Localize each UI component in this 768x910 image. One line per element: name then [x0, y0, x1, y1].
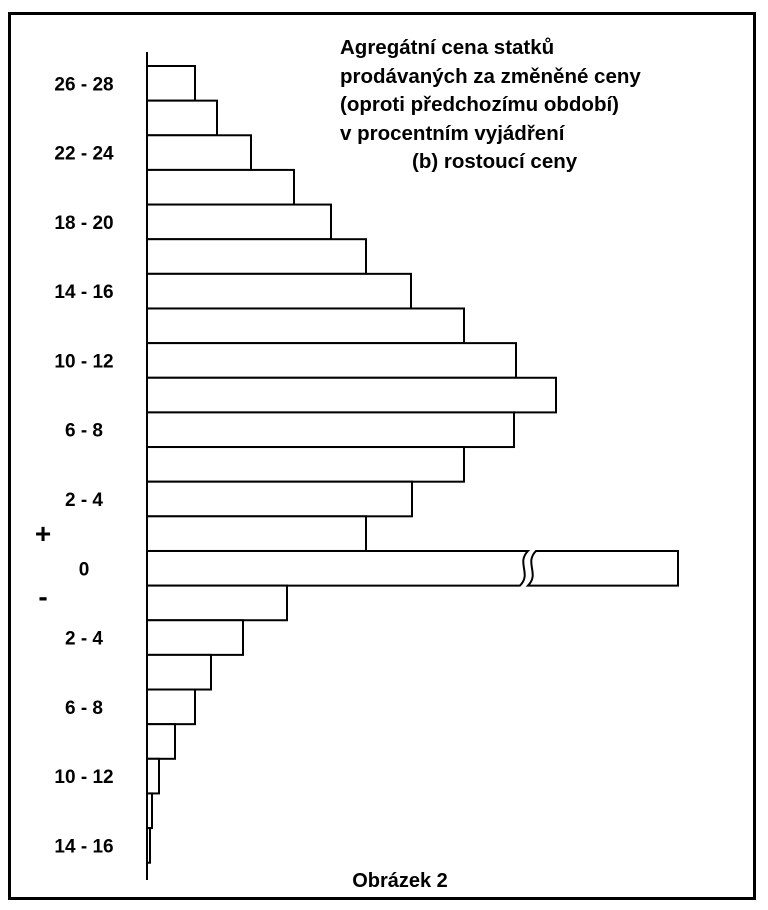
- title-line: v procentním vyjádření: [340, 121, 565, 145]
- title-line: prodávaných za změněné ceny: [340, 64, 641, 88]
- bar: [146, 480, 413, 518]
- bar: [146, 688, 196, 726]
- bar: [146, 134, 252, 171]
- tick-label: 10 - 12: [54, 351, 113, 372]
- bar: [146, 515, 367, 552]
- tick-label: 6 - 8: [65, 698, 103, 719]
- title-line: Agregátní cena statků: [340, 36, 555, 59]
- bar: [146, 757, 160, 795]
- tick-labels-group: 26 - 28 22 - 24 18 - 20 14 - 16 10 - 12 6 - 8…: [54, 74, 114, 857]
- bar: [146, 376, 557, 414]
- chart-title: Agregátní cena statků prodávaných za změ…: [340, 34, 760, 177]
- bar: [146, 272, 412, 310]
- bar: [146, 653, 212, 691]
- tick-label: 26 - 28: [54, 74, 113, 95]
- bar: [146, 168, 295, 206]
- tick-label: 2 - 4: [65, 490, 103, 511]
- tick-label: 6 - 8: [65, 421, 103, 442]
- bar: [146, 307, 465, 345]
- bar-broken: [146, 549, 679, 587]
- bar: [146, 723, 176, 760]
- title-line: (b) rostoucí ceny: [412, 150, 578, 173]
- bar: [146, 411, 515, 449]
- positive-sign-label: +: [35, 518, 51, 549]
- tick-label: 14 - 16: [54, 836, 113, 857]
- bars-group: [146, 65, 679, 864]
- negative-sign-label: -: [38, 581, 47, 612]
- tick-label: 22 - 24: [54, 144, 114, 165]
- bar: [146, 99, 218, 137]
- tick-label: 0: [79, 559, 90, 580]
- bar: [146, 238, 367, 275]
- bar: [146, 619, 244, 656]
- figure-caption: Obrázek 2: [352, 870, 448, 892]
- tick-label: 14 - 16: [54, 282, 113, 303]
- bar: [146, 584, 288, 622]
- bar: [146, 203, 332, 241]
- bar: [146, 342, 517, 379]
- bar: [146, 65, 196, 102]
- bar: [146, 446, 465, 483]
- tick-label: 2 - 4: [65, 629, 103, 650]
- tick-label: 10 - 12: [54, 767, 113, 788]
- tick-label: 18 - 20: [54, 213, 113, 234]
- title-line: (oproti předchozímu období): [340, 93, 619, 116]
